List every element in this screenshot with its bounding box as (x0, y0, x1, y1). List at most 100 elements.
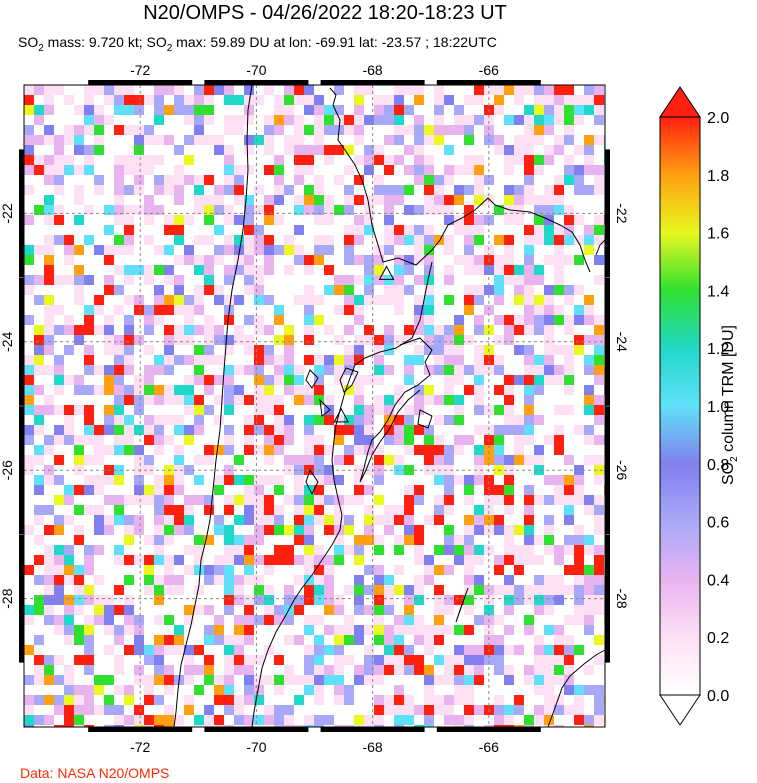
so2-pixel (464, 335, 474, 345)
so2-pixel (334, 475, 344, 485)
so2-pixel (144, 465, 154, 475)
so2-pixel (514, 695, 524, 705)
so2-pixel (304, 205, 314, 215)
so2-pixel (384, 415, 394, 425)
so2-pixel (74, 165, 84, 175)
so2-pixel (124, 215, 134, 225)
lon-tick-label-top: -72 (130, 62, 150, 78)
so2-pixel (54, 495, 64, 505)
so2-pixel (134, 665, 144, 675)
so2-pixel (224, 85, 234, 95)
so2-pixel (454, 655, 464, 665)
so2-pixel (534, 665, 544, 675)
so2-pixel (124, 125, 134, 135)
so2-pixel (364, 225, 374, 235)
so2-pixel (584, 225, 594, 235)
so2-pixel (534, 605, 544, 615)
so2-pixel (404, 405, 414, 415)
so2-pixel (114, 715, 124, 725)
so2-pixel (24, 675, 34, 685)
so2-pixel (314, 245, 324, 255)
so2-pixel (74, 105, 84, 115)
so2-pixel (224, 725, 234, 727)
so2-pixel (154, 475, 164, 485)
so2-pixel (334, 435, 344, 445)
so2-pixel (314, 105, 324, 115)
so2-pixel (544, 325, 554, 335)
so2-pixel (554, 95, 564, 105)
subtitle-so2: SO (18, 34, 39, 50)
so2-pixel (64, 495, 74, 505)
so2-pixel (44, 405, 54, 415)
so2-pixel (104, 615, 114, 625)
so2-pixel (374, 675, 384, 685)
so2-pixel (194, 105, 204, 115)
so2-pixel (354, 575, 364, 585)
so2-pixel (344, 305, 354, 315)
so2-pixel (324, 145, 334, 155)
so2-pixel (464, 115, 474, 125)
so2-pixel (494, 705, 504, 715)
so2-pixel (264, 615, 274, 625)
so2-pixel (114, 335, 124, 345)
so2-pixel (24, 695, 34, 705)
so2-pixel (554, 575, 564, 585)
so2-pixel (174, 625, 184, 635)
so2-pixel (474, 425, 484, 435)
so2-pixel (204, 235, 214, 245)
so2-pixel (44, 205, 54, 215)
so2-pixel (344, 245, 354, 255)
so2-pixel (304, 455, 314, 465)
so2-pixel (84, 345, 94, 355)
so2-pixel (234, 115, 244, 125)
so2-pixel (454, 325, 464, 335)
so2-pixel (44, 165, 54, 175)
so2-pixel (394, 275, 404, 285)
so2-pixel (274, 485, 284, 495)
so2-pixel (174, 465, 184, 475)
so2-pixel (324, 585, 334, 595)
so2-pixel (224, 295, 234, 305)
so2-pixel (354, 675, 364, 685)
so2-pixel (54, 705, 64, 715)
so2-pixel (174, 455, 184, 465)
so2-pixel (244, 115, 254, 125)
so2-pixel (574, 485, 584, 495)
so2-pixel (244, 655, 254, 665)
so2-pixel (494, 715, 504, 725)
so2-pixel (584, 585, 594, 595)
so2-pixel (74, 285, 84, 295)
so2-pixel (154, 295, 164, 305)
so2-pixel (334, 425, 344, 435)
so2-pixel (244, 615, 254, 625)
so2-pixel (134, 395, 144, 405)
so2-pixel (504, 395, 514, 405)
so2-pixel (54, 695, 64, 705)
so2-pixel (414, 445, 424, 455)
so2-pixel (184, 565, 194, 575)
so2-pixel (194, 495, 204, 505)
so2-pixel (24, 255, 34, 265)
so2-pixel (384, 245, 394, 255)
so2-pixel (424, 245, 434, 255)
so2-pixel (44, 335, 54, 345)
so2-pixel (94, 515, 104, 525)
so2-pixel (364, 665, 374, 675)
so2-pixel (414, 485, 424, 495)
so2-pixel (524, 275, 534, 285)
so2-pixel (364, 85, 374, 95)
so2-pixel (224, 275, 234, 285)
so2-pixel (394, 515, 404, 525)
so2-pixel (434, 195, 444, 205)
so2-pixel (254, 445, 264, 455)
so2-pixel (484, 355, 494, 365)
so2-pixel (524, 385, 534, 395)
so2-pixel (174, 505, 184, 515)
so2-pixel (234, 515, 244, 525)
so2-pixel (584, 295, 594, 305)
so2-pixel (504, 185, 514, 195)
so2-pixel (374, 475, 384, 485)
so2-pixel (264, 215, 274, 225)
so2-pixel (474, 675, 484, 685)
so2-pixel (384, 515, 394, 525)
